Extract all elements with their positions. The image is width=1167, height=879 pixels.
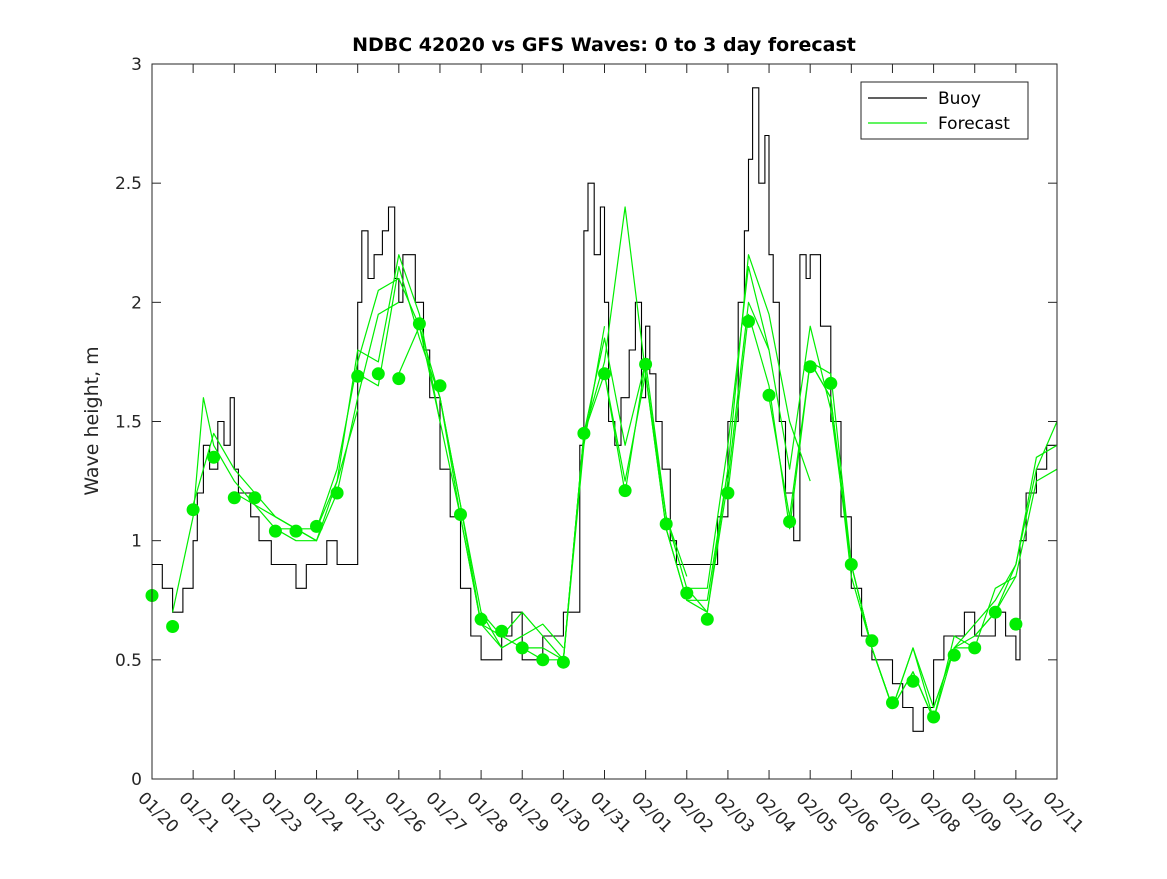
- y-tick-label: 3: [131, 55, 142, 75]
- forecast-analysis-point: [639, 357, 653, 371]
- forecast-analysis-point: [659, 517, 673, 531]
- forecast-analysis-point: [474, 612, 488, 626]
- buoy-series-line: [152, 87, 1058, 732]
- forecast-analysis-point: [803, 360, 817, 374]
- x-tick-label: 01/28: [463, 788, 512, 837]
- plot-area: [145, 64, 1058, 779]
- x-tick-label: 02/03: [709, 788, 758, 837]
- x-tick-label: 02/08: [915, 788, 964, 837]
- forecast-analysis-point: [844, 558, 858, 571]
- x-tick-label: 02/06: [833, 788, 882, 837]
- forecast-series-line-4: [275, 277, 441, 530]
- forecast-series-line-20: [933, 444, 1058, 708]
- forecast-analysis-point: [680, 586, 694, 600]
- forecast-analysis-point: [762, 388, 776, 402]
- legend-label-buoy: Buoy: [938, 89, 981, 109]
- forecast-analysis-point: [207, 450, 221, 464]
- x-tick-label: 02/11: [1038, 788, 1087, 837]
- x-tick-label: 01/29: [504, 788, 553, 837]
- forecast-analysis-point: [536, 653, 550, 667]
- forecast-analysis-point: [556, 655, 570, 669]
- forecast-analysis-point: [495, 624, 509, 638]
- y-tick-label: 0.5: [115, 651, 142, 671]
- chart-title: NDBC 42020 vs GFS Waves: 0 to 3 day fore…: [352, 34, 856, 56]
- forecast-analysis-point: [1009, 617, 1023, 631]
- forecast-analysis-point: [412, 317, 426, 331]
- x-tick-label: 01/27: [421, 788, 470, 837]
- forecast-analysis-point: [248, 491, 262, 505]
- y-tick-label: 1.5: [115, 413, 142, 433]
- forecast-series-line-13: [645, 254, 811, 601]
- x-tick-label: 01/24: [298, 788, 347, 837]
- forecast-series-line-3: [233, 301, 400, 542]
- y-tick-label: 0: [131, 770, 142, 790]
- forecast-analysis-point: [433, 379, 447, 393]
- forecast-analysis-point: [289, 524, 303, 538]
- legend: Buoy Forecast: [860, 81, 1029, 140]
- forecast-analysis-point: [351, 369, 365, 383]
- forecast-analysis-point: [310, 519, 323, 533]
- forecast-analysis-point: [700, 612, 714, 626]
- x-tick-label: 02/01: [627, 788, 676, 837]
- forecast-analysis-point: [968, 641, 982, 655]
- x-tick-label: 01/25: [339, 788, 388, 837]
- forecast-analysis-point: [618, 484, 632, 498]
- forecast-analysis-point: [906, 674, 920, 688]
- forecast-analysis-point: [268, 524, 282, 538]
- forecast-series-line-1: [172, 397, 317, 613]
- forecast-analysis-point: [577, 426, 591, 440]
- forecast-analysis-point: [227, 491, 241, 505]
- forecast-analysis-point: [886, 696, 899, 710]
- x-tick-label: 01/26: [380, 788, 429, 837]
- x-tick-label: 01/21: [175, 788, 224, 837]
- x-tick-label: 02/07: [874, 788, 923, 837]
- y-tick-label: 2.5: [115, 174, 142, 194]
- forecast-analysis-point: [454, 508, 467, 521]
- forecast-analysis-point: [371, 367, 385, 381]
- forecast-analysis-point: [186, 503, 200, 517]
- legend-box: [860, 81, 1029, 140]
- forecast-analysis-point: [721, 486, 735, 500]
- x-tick-label: 01/30: [545, 788, 594, 837]
- x-tick-label: 01/22: [216, 788, 265, 837]
- plot-background: [152, 64, 1057, 779]
- forecast-series-line-8: [439, 326, 606, 661]
- x-tick-label: 01/20: [133, 788, 182, 837]
- forecast-analysis-point: [392, 372, 406, 386]
- legend-label-forecast: Forecast: [938, 114, 1010, 134]
- forecast-analysis-point: [988, 605, 1002, 619]
- forecast-series-line-14: [686, 301, 852, 613]
- x-tick-label: 02/02: [668, 788, 717, 837]
- forecast-series-line-21: [974, 468, 1058, 637]
- y-tick-label: 2: [131, 293, 142, 313]
- y-axis-label: Wave height, m: [81, 346, 103, 495]
- forecast-analysis-point: [166, 620, 180, 633]
- x-tick-label: 02/09: [956, 788, 1005, 837]
- x-tick-label: 02/10: [997, 788, 1046, 837]
- forecast-analysis-point: [598, 367, 611, 381]
- forecast-series-line-5: [315, 254, 482, 625]
- y-tick-label: 1: [131, 532, 142, 552]
- forecast-analysis-point: [783, 515, 797, 529]
- forecast-analysis-point: [515, 641, 529, 655]
- x-tick-label: 02/04: [750, 788, 799, 837]
- forecast-analysis-point: [927, 710, 941, 724]
- x-tick-label: 01/31: [586, 788, 635, 837]
- x-tick-label: 02/05: [792, 788, 841, 837]
- forecast-analysis-point: [742, 314, 755, 328]
- forecast-analysis-point: [824, 376, 838, 390]
- forecast-analysis-point: [330, 486, 344, 500]
- forecast-analysis-point: [947, 648, 961, 662]
- x-tick-label: 01/23: [257, 788, 306, 837]
- forecast-analysis-point: [865, 634, 879, 648]
